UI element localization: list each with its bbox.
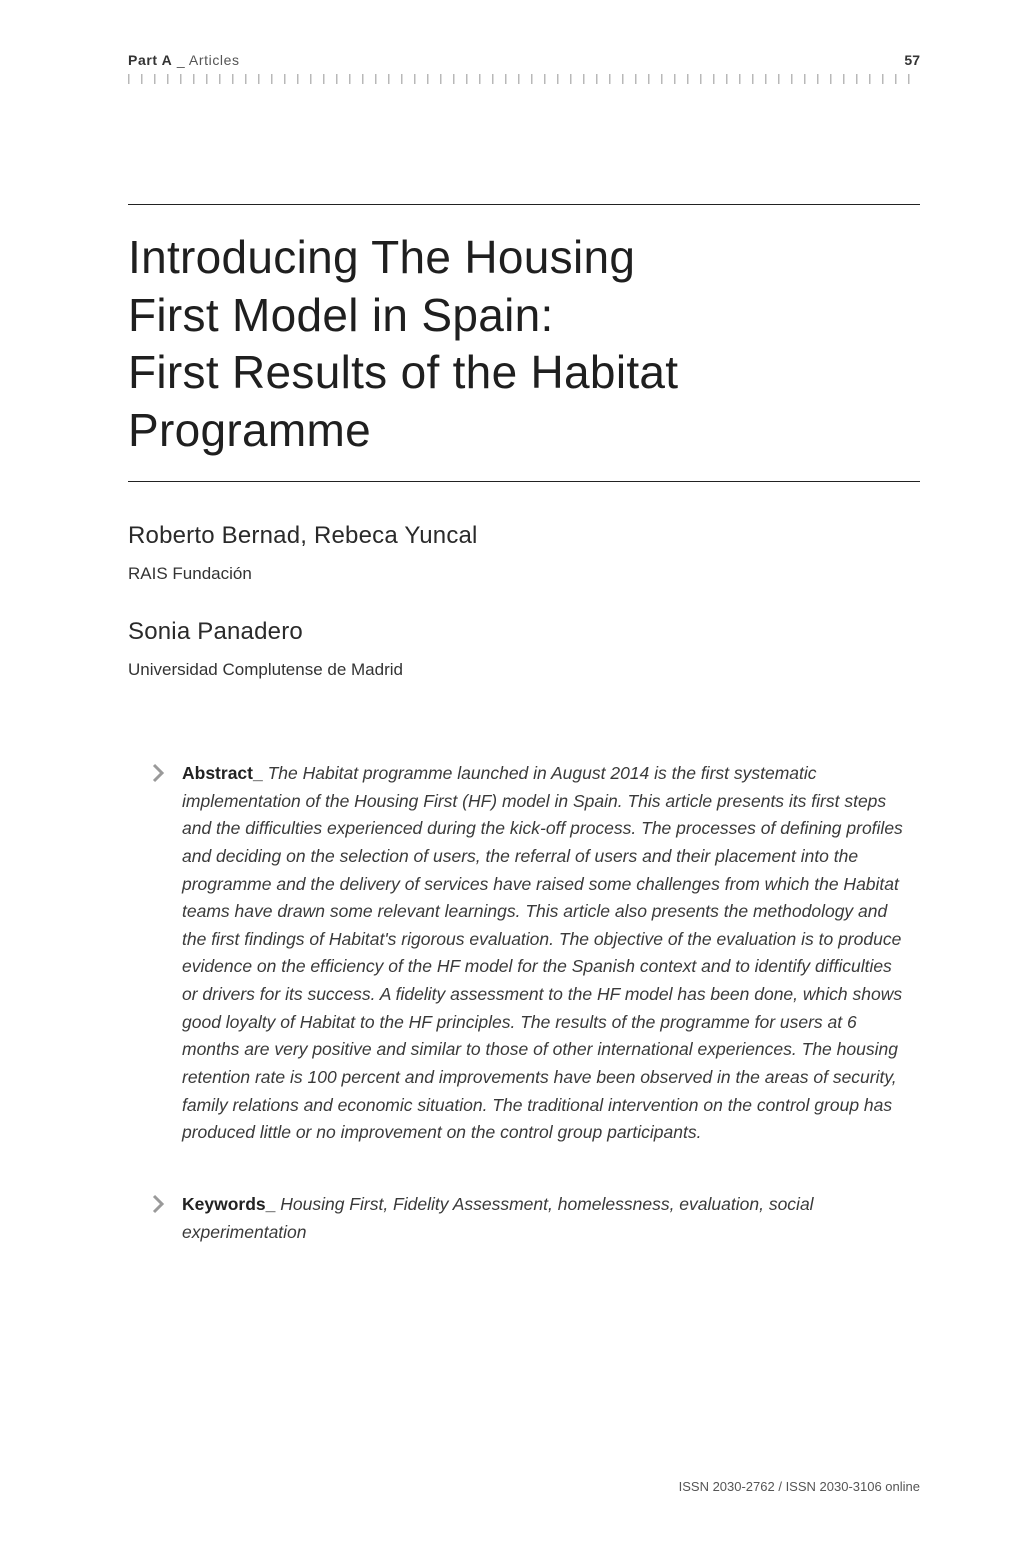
header-tick-rule xyxy=(128,74,920,84)
chevron-right-icon xyxy=(152,1194,166,1214)
page-number: 57 xyxy=(904,52,920,68)
title-line-2: First Model in Spain: xyxy=(128,289,554,341)
keywords-paragraph: Keywords_ Housing First, Fidelity Assess… xyxy=(182,1191,910,1246)
abstract-text: The Habitat programme launched in August… xyxy=(182,763,903,1142)
section-label-suffix: _ Articles xyxy=(172,52,239,68)
title-block: Introducing The Housing First Model in S… xyxy=(128,204,920,482)
author-name-2: Sonia Panadero xyxy=(128,618,920,646)
abstract-label: Abstract_ xyxy=(182,763,263,783)
abstract-block: Abstract_ The Habitat programme launched… xyxy=(128,760,920,1147)
issn-footer: ISSN 2030-2762 / ISSN 2030-3106 online xyxy=(679,1479,920,1494)
author-name-1: Roberto Bernad, Rebeca Yuncal xyxy=(128,522,920,550)
abstract-paragraph: Abstract_ The Habitat programme launched… xyxy=(182,760,910,1147)
chevron-right-icon xyxy=(152,763,166,783)
section-label: Part A _ Articles xyxy=(128,52,240,68)
title-line-3: First Results of the Habitat Programme xyxy=(128,346,678,456)
keywords-label: Keywords_ xyxy=(182,1194,275,1214)
author-affiliation-1: RAIS Fundación xyxy=(128,564,920,584)
author-affiliation-2: Universidad Complutense de Madrid xyxy=(128,660,920,680)
title-line-1: Introducing The Housing xyxy=(128,231,635,283)
running-header: Part A _ Articles 57 xyxy=(128,52,920,68)
keywords-text: Housing First, Fidelity Assessment, home… xyxy=(182,1194,814,1242)
article-title: Introducing The Housing First Model in S… xyxy=(128,229,920,459)
section-label-prefix: Part A xyxy=(128,52,172,68)
keywords-block: Keywords_ Housing First, Fidelity Assess… xyxy=(128,1191,920,1246)
